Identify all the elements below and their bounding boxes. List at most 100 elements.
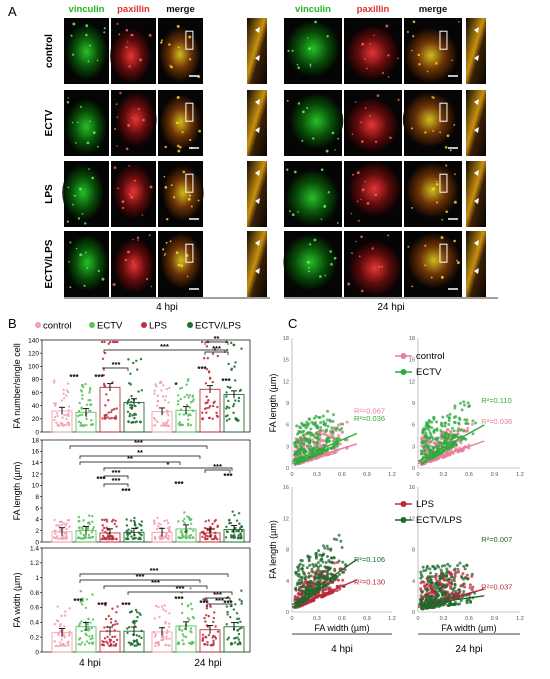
focal-adhesion-spot xyxy=(176,96,180,100)
legend-marker xyxy=(187,322,193,328)
r-squared-label: R²=0.037 xyxy=(481,583,512,592)
focal-adhesion-spot xyxy=(88,168,90,170)
scatter-point xyxy=(434,589,438,593)
data-point xyxy=(203,616,206,620)
scatter-point xyxy=(451,433,455,437)
data-point xyxy=(153,535,157,539)
data-point xyxy=(89,638,93,641)
micrograph-tile xyxy=(62,161,109,227)
data-point xyxy=(112,644,116,647)
focal-adhesion-spot xyxy=(130,195,134,199)
data-point xyxy=(208,416,212,420)
data-point xyxy=(105,630,109,633)
data-point xyxy=(178,387,182,390)
data-point xyxy=(192,398,195,401)
data-point xyxy=(103,626,106,629)
significance-bracket xyxy=(204,469,231,473)
data-point xyxy=(91,634,94,638)
data-point xyxy=(125,518,128,521)
data-point xyxy=(59,624,62,627)
focal-adhesion-spot xyxy=(431,96,433,98)
y-tick-label: 3 xyxy=(286,444,289,450)
data-point xyxy=(208,526,212,529)
micrograph-tile xyxy=(404,161,462,227)
scatter-point xyxy=(306,456,310,460)
scatter-point xyxy=(334,575,338,579)
scatter-point xyxy=(305,423,309,427)
data-point xyxy=(157,605,160,609)
data-point xyxy=(130,529,133,533)
data-point xyxy=(188,394,191,397)
scatter-point xyxy=(441,449,445,453)
scatter-point xyxy=(470,422,474,426)
data-point xyxy=(211,380,214,384)
scatter-point xyxy=(299,558,303,562)
arrowhead-icon xyxy=(474,240,479,246)
data-point xyxy=(79,600,82,604)
scatter-point xyxy=(297,578,301,582)
data-point xyxy=(89,387,92,390)
scatter-point xyxy=(298,425,302,429)
data-point xyxy=(168,386,171,390)
significance-bracket xyxy=(69,445,208,449)
scatter-point xyxy=(321,590,325,594)
scatter-point xyxy=(421,590,425,594)
focal-adhesion-spot xyxy=(141,214,144,216)
data-point xyxy=(168,529,172,533)
data-point xyxy=(65,389,69,392)
data-point xyxy=(212,537,216,541)
scatter-point xyxy=(462,437,466,441)
data-point xyxy=(191,536,194,539)
focal-adhesion-spot xyxy=(350,212,353,215)
data-point xyxy=(111,624,115,627)
data-point xyxy=(207,614,211,618)
significance-mark: * xyxy=(167,460,170,469)
data-point xyxy=(213,611,216,614)
significance-mark: *** xyxy=(112,476,121,485)
focal-adhesion-spot xyxy=(360,235,363,239)
scatter-point xyxy=(324,429,328,433)
data-point xyxy=(53,402,56,405)
data-point xyxy=(104,617,108,621)
focal-adhesion-spot xyxy=(355,240,357,243)
data-point xyxy=(114,642,118,646)
scatter-point xyxy=(424,439,428,443)
data-point xyxy=(78,529,82,533)
scatter-point xyxy=(325,570,329,574)
scatter-point xyxy=(435,444,439,448)
x-tick-label: 0.9 xyxy=(363,472,371,478)
data-point xyxy=(180,529,183,533)
data-point xyxy=(238,627,241,631)
data-point xyxy=(54,529,57,533)
data-point xyxy=(232,402,236,406)
data-point xyxy=(168,637,171,641)
cell-body xyxy=(65,99,107,155)
data-point xyxy=(187,422,190,425)
data-point xyxy=(67,405,71,408)
data-point xyxy=(136,615,139,619)
y-tick-label: 0.2 xyxy=(30,634,39,641)
scatter-point xyxy=(438,579,442,583)
y-tick-label: 100 xyxy=(28,364,39,371)
focal-adhesion-spot xyxy=(133,179,136,182)
scatter-point xyxy=(340,546,344,550)
scatter-point xyxy=(329,452,333,456)
data-point xyxy=(168,612,171,615)
scatter-point xyxy=(304,590,308,594)
scatter-point xyxy=(323,588,327,592)
row-label-lps: LPS xyxy=(44,184,55,204)
data-point xyxy=(234,526,237,530)
focal-adhesion-spot xyxy=(361,188,365,192)
x-tick-label: 1.2 xyxy=(388,616,396,622)
data-point xyxy=(138,635,141,638)
scatter-point xyxy=(432,454,436,458)
scatter-point xyxy=(449,448,453,452)
scatter-point xyxy=(424,434,428,438)
focal-adhesion-spot xyxy=(170,184,173,187)
data-point xyxy=(137,401,141,405)
significance-mark: *** xyxy=(221,377,231,386)
significance-bracket xyxy=(204,597,231,601)
focal-adhesion-spot xyxy=(333,256,337,260)
